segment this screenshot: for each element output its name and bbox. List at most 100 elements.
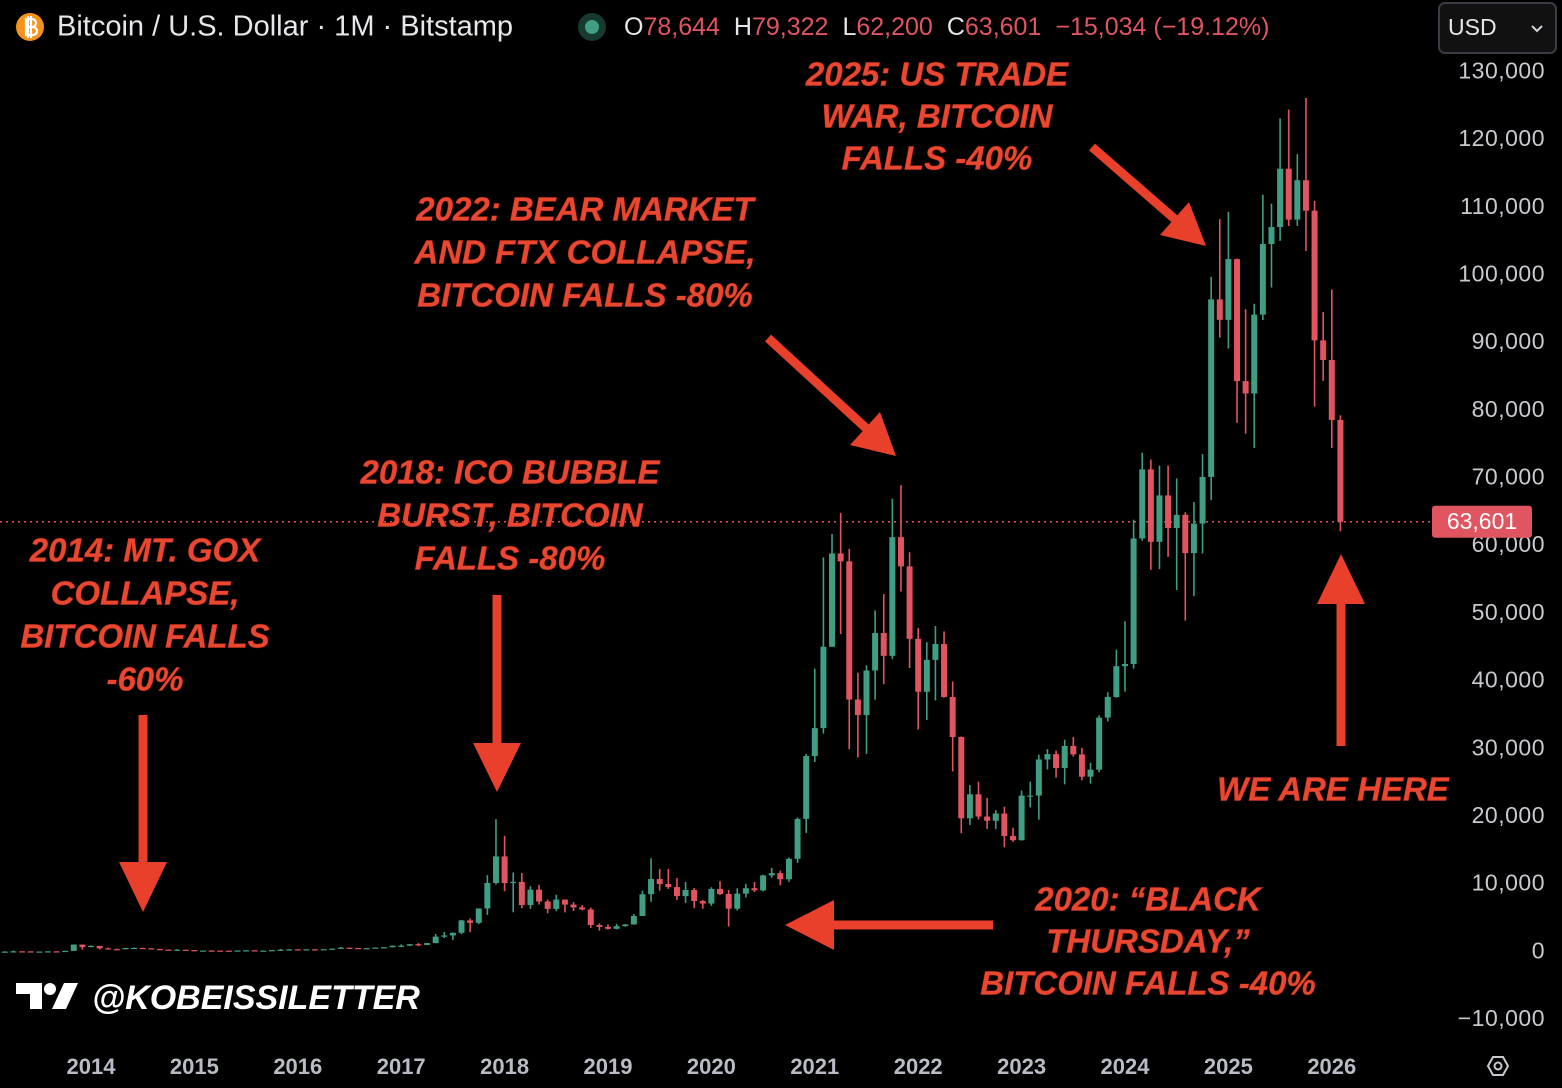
arrow-2022 [764, 334, 871, 433]
candle-body [389, 945, 396, 948]
candle-body [1251, 314, 1258, 394]
candle-body [1302, 180, 1309, 211]
candle-body [1234, 259, 1241, 382]
candle-body [182, 949, 189, 951]
candle-body [1070, 745, 1077, 755]
candle-body [1199, 476, 1206, 524]
candle-body [70, 944, 77, 951]
candle-body [174, 949, 181, 951]
candle-body [156, 949, 163, 951]
candle-body [1208, 299, 1215, 477]
candle-body [708, 888, 715, 904]
annotation: WE ARE HERE [1217, 771, 1450, 808]
candle-body [596, 925, 603, 927]
candle-body [536, 889, 543, 902]
annotation: BITCOIN FALLS [20, 618, 269, 655]
candle-body [975, 794, 982, 817]
candle-body [717, 888, 724, 895]
candle-body [829, 553, 836, 647]
candle-body [613, 926, 620, 929]
candle-body [785, 858, 792, 880]
y-tick-label: 50,000 [1472, 599, 1545, 625]
x-tick-label: 2015 [170, 1054, 219, 1079]
candle-body [897, 537, 904, 567]
x-tick-label: 2025 [1204, 1054, 1253, 1079]
annotation: 2018: ICO BUBBLE [360, 454, 661, 491]
candle-body [432, 936, 439, 944]
candle-body [932, 644, 939, 660]
candle-body [105, 948, 112, 950]
currency-chevron[interactable] [1531, 25, 1543, 33]
candle-body [113, 949, 120, 951]
candle-body [1018, 795, 1025, 841]
candle-body [1044, 754, 1051, 760]
candle-body [734, 893, 741, 909]
candle-body [958, 737, 965, 819]
candle-body [165, 949, 172, 951]
candle-body [622, 924, 629, 927]
plot-area [0, 98, 1432, 953]
candle-body [992, 813, 999, 821]
ohlc-value: 79,322 [752, 13, 828, 41]
annotation: FALLS -80% [415, 540, 606, 577]
tv-logo-part [16, 983, 42, 1009]
candle-body [1156, 495, 1163, 542]
candle-body [406, 944, 413, 946]
candle-body [1027, 795, 1034, 797]
candle-body [484, 882, 491, 909]
candle-body [19, 951, 26, 953]
candle-body [656, 879, 663, 884]
arrow-head-2020 [785, 900, 834, 950]
candle-body [449, 932, 456, 936]
settings-icon[interactable] [1486, 1056, 1510, 1076]
ohlc-value: 78,644 [643, 13, 720, 41]
y-tick-label: 110,000 [1460, 193, 1545, 219]
candle-body [1035, 759, 1042, 796]
candle-body [1001, 813, 1008, 837]
x-tick-label: 2019 [584, 1054, 633, 1079]
settings-icon-center[interactable] [1493, 1061, 1503, 1071]
candle-body [62, 950, 69, 953]
currency-label[interactable]: USD [1448, 14, 1497, 40]
candle-body [346, 947, 353, 949]
candle-body [820, 646, 827, 729]
candle-body [837, 553, 844, 562]
ohlc-value: 63,601 [965, 13, 1041, 41]
candle-body [846, 561, 853, 700]
candle-body [1173, 514, 1180, 528]
candle-body [1121, 664, 1128, 667]
candle-body [337, 947, 344, 949]
x-tick-label: 2016 [273, 1054, 322, 1079]
ohlc-value: 62,200 [856, 13, 932, 41]
candle-body [96, 945, 103, 949]
candle-body [208, 950, 215, 952]
last-price-label: 63,601 [1447, 508, 1517, 534]
candle-body [467, 920, 474, 923]
y-tick-label: 40,000 [1472, 667, 1545, 693]
candle-body [949, 696, 956, 738]
annotation: BITCOIN FALLS -80% [417, 277, 753, 314]
candle-body [1337, 419, 1344, 522]
ohlc-legend: O78,644 H79,322 L62,200 C63,601 −15,034 (−19… [624, 13, 1269, 41]
candle-body [312, 949, 319, 951]
candle-body [1225, 259, 1232, 320]
candle-body [1311, 210, 1318, 341]
watermark: @KOBEISSILETTER [92, 979, 420, 1017]
candle-body [561, 899, 568, 905]
candle-body [648, 879, 655, 895]
candle-body [1165, 495, 1172, 528]
currency-button[interactable] [1438, 2, 1557, 54]
annotation: FALLS -40% [842, 140, 1033, 177]
candle-body [1182, 514, 1189, 554]
candle-body [1104, 696, 1111, 718]
candle-body [527, 889, 534, 906]
annotation: 2025: US TRADE [805, 56, 1069, 93]
arrow-head-2025 [1160, 202, 1206, 246]
candle-body [1294, 180, 1301, 220]
candle-body [225, 950, 232, 952]
y-tick-label: 70,000 [1472, 464, 1545, 490]
candle-body [475, 908, 482, 923]
x-tick-label: 2026 [1307, 1054, 1356, 1079]
